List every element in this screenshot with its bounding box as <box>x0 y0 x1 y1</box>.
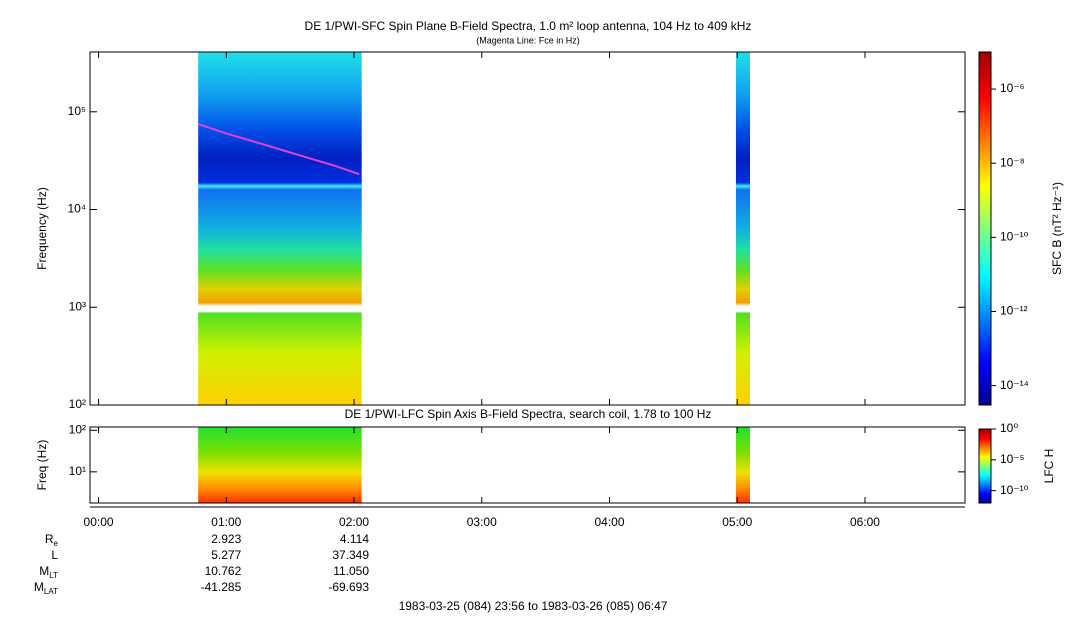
colorbar-tick-label: 10⁻¹² <box>1000 304 1028 318</box>
colorbar-tick-label: 10⁰ <box>1000 421 1018 435</box>
x-tick-label: 02:00 <box>339 515 369 529</box>
x-tick-label: 00:00 <box>84 515 114 529</box>
y-axis-label: Freq (Hz) <box>35 440 49 491</box>
ephemeris-value: 37.349 <box>332 548 369 562</box>
x-tick-label: 04:00 <box>594 515 624 529</box>
ephemeris-label-sub: LAT <box>44 587 58 596</box>
colorbar <box>978 51 992 406</box>
ephemeris-label: L <box>51 548 58 562</box>
ephemeris-label-main: R <box>45 532 54 546</box>
colorbar <box>978 428 992 504</box>
y-axis-label: Frequency (Hz) <box>35 187 49 270</box>
ephemeris-label-main: L <box>51 548 58 562</box>
x-tick-label: 05:00 <box>722 515 752 529</box>
ephemeris-label-sub: LT <box>49 571 58 580</box>
ephemeris-value: 10.762 <box>205 564 242 578</box>
ephemeris-value: 11.050 <box>333 564 369 578</box>
spectrogram-block <box>735 427 751 503</box>
chart-subtitle: (Magenta Line: Fce in Hz) <box>476 35 580 45</box>
y-tick-label: 10¹ <box>69 464 86 478</box>
ephemeris-label: Re <box>45 532 59 548</box>
ephemeris-label-main: M <box>34 580 44 594</box>
chart-title: DE 1/PWI-SFC Spin Plane B-Field Spectra,… <box>305 19 752 33</box>
colorbar-tick-label: 10⁻⁵ <box>1000 452 1025 466</box>
y-tick-label: 10² <box>69 397 86 411</box>
ephemeris-value: 5.277 <box>211 548 241 562</box>
spectrogram-block <box>198 427 362 503</box>
ephemeris-value: 4.114 <box>340 532 369 546</box>
ephemeris-label: MLAT <box>34 580 58 596</box>
y-tick-label: 10⁵ <box>68 104 86 118</box>
colorbar-tick-label: 10⁻¹⁰ <box>1000 230 1029 244</box>
ephemeris-value: 2.923 <box>211 532 241 546</box>
colorbar-tick-label: 10⁻¹⁴ <box>1000 378 1029 392</box>
y-tick-label: 10⁴ <box>67 202 86 216</box>
ephemeris-label-main: M <box>39 564 49 578</box>
colorbar-tick-label: 10⁻¹⁰ <box>1000 483 1029 497</box>
ephemeris-value: -69.693 <box>328 580 369 594</box>
ephemeris-label-sub: e <box>54 539 59 548</box>
footer: 1983-03-25 (084) 23:56 to 1983-03-26 (08… <box>399 599 668 613</box>
x-tick-label: 06:00 <box>850 515 880 529</box>
spectrogram-block <box>735 52 751 405</box>
x-tick-label: 01:00 <box>211 515 241 529</box>
ephemeris-label: MLT <box>39 564 58 580</box>
ephemeris-value: -41.285 <box>201 580 242 594</box>
colorbar-label: SFC B (nT² Hz⁻¹) <box>1050 182 1064 275</box>
chart-title: DE 1/PWI-LFC Spin Axis B-Field Spectra, … <box>345 407 712 421</box>
fce-line <box>197 123 360 176</box>
colorbar-tick-label: 10⁻⁸ <box>1000 155 1025 169</box>
colorbar-label: LFC H <box>1042 449 1056 484</box>
colorbar-tick-label: 10⁻⁶ <box>1000 81 1025 95</box>
y-tick-label: 10² <box>69 422 86 436</box>
plot-frame <box>89 426 966 504</box>
x-tick-label: 03:00 <box>467 515 497 529</box>
plot-frame <box>89 51 966 406</box>
y-tick-label: 10³ <box>69 299 86 313</box>
spectrogram-block <box>198 52 362 405</box>
